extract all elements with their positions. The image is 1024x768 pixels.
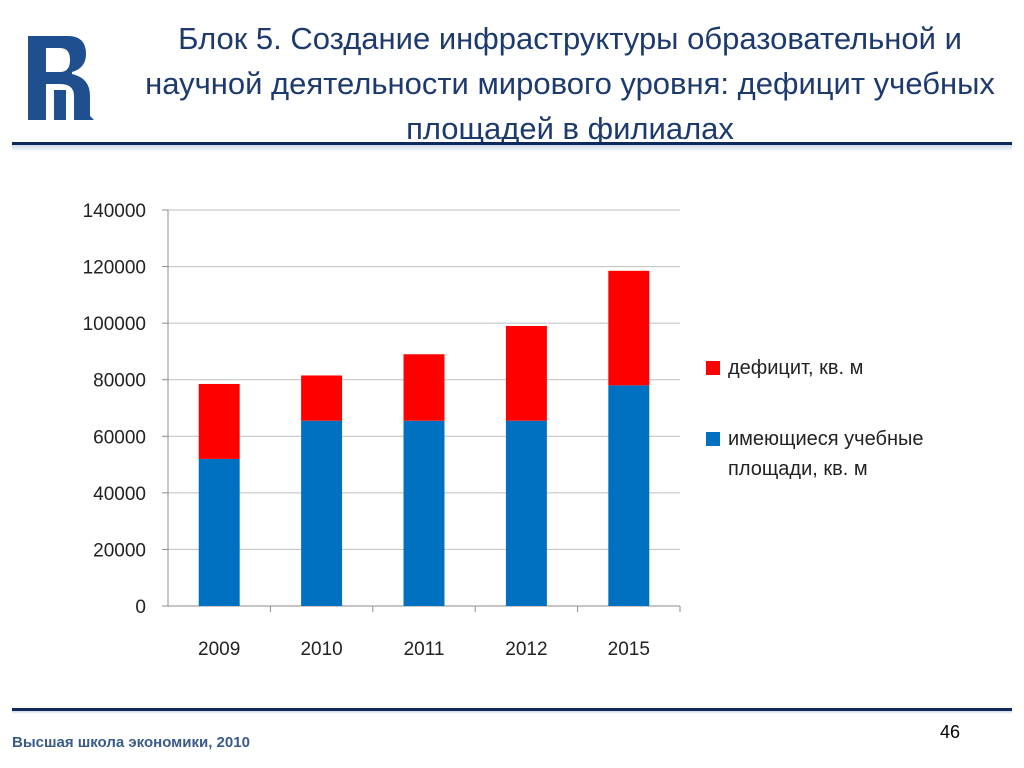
bar-deficit-2015 [608, 270, 650, 386]
bar-deficit-2011 [403, 354, 445, 421]
x-tick-label: 2012 [505, 639, 547, 660]
legend-swatch [706, 432, 720, 446]
bar-available-2009 [198, 458, 240, 606]
bar-available-2010 [301, 420, 343, 606]
legend: дефицит, кв. м имеющиеся учебные площади, … [706, 357, 924, 480]
bar-deficit-2009 [198, 383, 240, 459]
bar-deficit-2012 [505, 325, 547, 421]
y-tick-label: 60000 [93, 427, 146, 448]
y-tick-label: 20000 [93, 540, 146, 561]
page-number: 46 [939, 722, 961, 742]
y-tick-label: 0 [135, 597, 146, 618]
y-tick-label: 100000 [83, 314, 146, 335]
legend-swatch [706, 361, 720, 375]
x-tick-label: 2010 [300, 639, 342, 660]
footer-divider [12, 708, 1012, 714]
legend-label: имеющиеся учебные площади, кв. м [728, 428, 924, 480]
footer-org: Высшая школа экономики, 2010 [12, 734, 250, 751]
y-tick-label: 140000 [83, 201, 146, 222]
slide-title: Блок 5. Создание инфраструктуры образова… [145, 21, 995, 146]
bar-available-2011 [403, 420, 445, 606]
stacked-bar-chart: 020000400006000080000100000120000140000 … [83, 201, 924, 660]
y-axis-ticks: 0 20000 40000 60000 80000 100000 120000 140000 [83, 201, 146, 618]
header-divider [12, 142, 1012, 152]
hse-logo [28, 36, 94, 120]
bar-deficit-2010 [301, 375, 343, 421]
x-tick-label: 2015 [608, 639, 650, 660]
y-tick-label: 80000 [93, 371, 146, 392]
x-axis-ticks: 2009 2010 2011 2012 2015 [198, 606, 681, 660]
y-tick-label: 40000 [93, 484, 146, 505]
bars [198, 270, 650, 606]
x-tick-label: 2009 [198, 639, 240, 660]
bar-available-2012 [505, 420, 547, 606]
x-tick-label: 2011 [404, 639, 445, 660]
y-tick-label: 120000 [83, 258, 146, 279]
bar-available-2015 [608, 385, 650, 606]
legend-label: дефицит, кв. м [728, 357, 863, 379]
